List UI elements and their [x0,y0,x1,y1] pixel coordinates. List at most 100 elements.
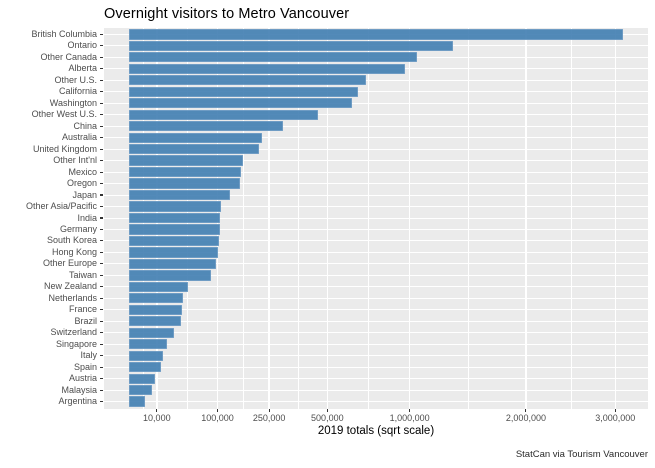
y-axis-tick [100,274,103,276]
y-axis-label: Italy [80,350,97,361]
y-axis-tick [100,79,103,81]
y-axis-label: Other U.S. [54,74,97,85]
gridline-horizontal [104,286,648,288]
bar-netherlands [128,293,184,304]
x-axis-tick-label: 100,000 [201,413,234,423]
gridline-horizontal [104,401,648,403]
bar-alberta [128,63,406,74]
x-axis-tick-label: 2,000,000 [505,413,546,423]
bar-malaysia [128,384,153,396]
gridline-horizontal [104,378,648,380]
y-axis-tick [100,332,103,334]
bar-china [128,121,283,132]
gridline-major [525,27,527,409]
gridline-horizontal [104,102,648,104]
bar-california [128,86,358,97]
x-axis-tick-label: 1,000,000 [389,413,430,423]
y-axis-tick [100,114,103,116]
bar-india [128,212,221,224]
y-axis-tick [100,137,103,139]
y-axis-label: Other Int'nl [53,155,97,166]
y-axis-label: Ontario [67,40,97,51]
gridline-horizontal [104,263,648,265]
y-axis-label: Netherlands [48,292,97,303]
y-axis-tick [100,366,103,368]
y-axis-label: Germany [59,223,97,234]
gridline-horizontal [104,160,648,162]
gridline-minor [467,27,469,409]
y-axis-label: United Kingdom [32,143,97,154]
y-axis-tick [100,56,103,58]
gridline-major [268,27,270,409]
bar-japan [128,189,231,201]
y-axis-tick [100,217,103,219]
gridline-horizontal [104,320,648,322]
y-axis-label: Argentina [58,396,97,407]
y-axis-label: Malaysia [61,384,97,395]
gridline-horizontal [104,114,648,116]
y-axis-tick [100,33,103,35]
bar-british-columbia [128,29,624,40]
y-axis-label: Hong Kong [51,246,97,257]
y-axis-tick [100,160,103,162]
bar-other-west-u-s- [128,109,319,120]
y-axis-label: Australia [61,132,97,143]
bar-other-int-nl [128,155,244,166]
y-axis-tick [100,194,103,196]
bar-other-asia-pacific [128,201,221,212]
y-axis-tick [100,183,103,185]
bar-switzerland [128,327,174,338]
gridline-horizontal [104,251,648,253]
y-axis-tick [100,389,103,391]
gridline-horizontal [104,171,648,173]
gridline-minor [243,27,245,409]
y-axis-label: British Columbia [31,28,97,39]
y-axis-tick [100,263,103,265]
y-axis-tick [100,297,103,299]
y-axis-tick [100,125,103,127]
y-axis-tick [100,240,103,242]
x-axis-tick-label: 500,000 [311,413,344,423]
gridline-minor [570,27,572,409]
bar-australia [128,132,263,143]
gridline-horizontal [104,366,648,368]
y-axis-label: Taiwan [68,269,97,280]
bar-other-europe [128,258,217,270]
y-axis-label: Mexico [68,166,97,177]
x-axis-tick [156,408,158,412]
gridline-horizontal [104,355,648,357]
bar-argentina [128,396,146,407]
bar-other-canada [128,52,417,63]
x-axis-tick [525,408,527,412]
plot-panel [104,27,648,409]
bar-italy [128,350,164,361]
gridline-horizontal [104,194,648,196]
y-axis-label: India [77,212,97,223]
y-axis-tick [100,148,103,150]
gridline-horizontal [104,332,648,334]
y-axis-label: Oregon [66,178,97,189]
y-axis-label: Other Europe [42,258,97,269]
bar-austria [128,373,156,384]
gridline-horizontal [104,228,648,230]
bar-washington [128,98,352,109]
x-axis-tick [268,408,270,412]
bar-germany [128,224,220,235]
bar-hong-kong [128,247,219,258]
bar-oregon [128,178,240,189]
y-axis-tick [100,205,103,208]
y-axis-label: Other West U.S. [31,109,97,120]
bar-spain [128,362,161,373]
chart-title: Overnight visitors to Metro Vancouver [104,6,350,22]
gridline-horizontal [104,125,648,127]
y-axis-tick [100,320,103,322]
y-axis-tick [100,228,103,231]
x-axis-tick [217,408,219,412]
y-axis-tick [100,401,103,403]
caption: StatCan via Tourism Vancouver [515,449,648,460]
bar-south-korea [128,235,220,247]
x-axis-tick [409,408,411,412]
y-axis-label: Other Asia/Pacific [25,201,97,212]
x-axis-tick [614,408,616,412]
